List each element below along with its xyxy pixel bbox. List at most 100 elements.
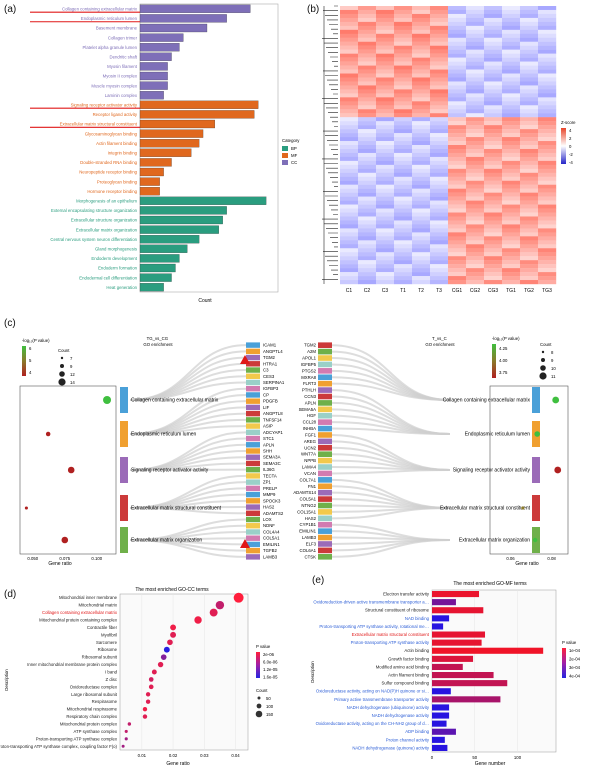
right-dotplot-point bbox=[552, 397, 559, 404]
legend-swatch-cc bbox=[282, 160, 288, 165]
heatmap-cell bbox=[430, 42, 448, 46]
heatmap-cell bbox=[484, 244, 502, 248]
heatmap-cell bbox=[394, 30, 412, 34]
heatmap-cell bbox=[430, 209, 448, 213]
heatmap-cell bbox=[466, 232, 484, 236]
gene-label-left: ZP1 bbox=[263, 480, 271, 485]
heatmap-cell bbox=[394, 232, 412, 236]
heatmap-cell bbox=[340, 81, 358, 85]
heatmap-cell bbox=[448, 58, 466, 62]
heatmap-cell bbox=[430, 161, 448, 165]
panel-e-bar bbox=[432, 632, 485, 638]
heatmap-cell bbox=[538, 18, 556, 22]
heatmap-cell bbox=[538, 74, 556, 78]
heatmap-cell bbox=[430, 177, 448, 181]
heatmap-cell bbox=[340, 209, 358, 213]
gene-swatch-right bbox=[318, 554, 332, 560]
heatmap-cell bbox=[412, 101, 430, 105]
term-bar-right bbox=[532, 495, 540, 521]
heatmap-cell bbox=[358, 70, 376, 74]
heatmap-cell bbox=[538, 125, 556, 129]
heatmap-cell bbox=[466, 260, 484, 264]
heatmap-cell bbox=[502, 169, 520, 173]
heatmap-cell bbox=[520, 42, 538, 46]
heatmap-cell bbox=[430, 101, 448, 105]
heatmap-tick-0: 0 bbox=[569, 144, 572, 149]
heatmap-cell bbox=[484, 201, 502, 205]
heatmap-cell bbox=[466, 205, 484, 209]
panel-d-size-legend-label: 100 bbox=[266, 704, 274, 709]
panel-e-term-label: ADP binding bbox=[405, 729, 429, 734]
gene-swatch-right bbox=[318, 477, 332, 483]
heatmap-cell bbox=[466, 93, 484, 97]
heatmap-cell bbox=[358, 113, 376, 117]
heatmap-cell bbox=[448, 236, 466, 240]
heatmap-cell bbox=[520, 81, 538, 85]
panel-c-right-title: T_vs_C GO enrichment bbox=[425, 336, 455, 347]
heatmap-cell bbox=[538, 121, 556, 125]
heatmap-cell bbox=[538, 117, 556, 121]
heatmap-cell bbox=[412, 216, 430, 220]
heatmap-tick-neg2: -2 bbox=[569, 152, 573, 157]
category-label: Muscle myosin complex bbox=[91, 83, 137, 88]
gene-label-right: ADAMTS14 bbox=[293, 490, 316, 495]
heatmap-cell bbox=[448, 173, 466, 177]
heatmap-cell bbox=[448, 276, 466, 280]
heatmap-cell bbox=[430, 189, 448, 193]
heatmap-cell bbox=[394, 121, 412, 125]
heatmap-cell bbox=[520, 220, 538, 224]
panel-d-color-legend-title: P value bbox=[256, 644, 271, 649]
heatmap-cell bbox=[538, 10, 556, 14]
bar-20 bbox=[140, 187, 160, 195]
heatmap-cell bbox=[448, 42, 466, 46]
term-label-right: Extracellular matrix organization bbox=[459, 538, 530, 544]
gene-label-left: SEMA3A bbox=[263, 455, 281, 460]
heatmap-cell bbox=[412, 42, 430, 46]
heatmap-cell bbox=[484, 173, 502, 177]
heatmap-cell bbox=[376, 22, 394, 26]
heatmap-cell bbox=[394, 276, 412, 280]
heatmap-cell bbox=[358, 93, 376, 97]
gene-swatch-right bbox=[318, 503, 332, 509]
gene-swatch-left bbox=[246, 374, 260, 379]
panel-e-colorbar bbox=[562, 648, 566, 678]
heatmap-cell bbox=[520, 137, 538, 141]
panel-e-color-legend-tick: 3e-04 bbox=[569, 665, 581, 670]
heatmap-tick-2: 2 bbox=[569, 136, 572, 141]
heatmap-cell bbox=[502, 260, 520, 264]
gene-label-right: HAS2 bbox=[305, 516, 317, 521]
heatmap-cell bbox=[394, 201, 412, 205]
bar-27 bbox=[140, 254, 179, 262]
panel-e-bar bbox=[432, 745, 447, 751]
gene-swatch-right bbox=[318, 362, 332, 368]
heatmap-cell bbox=[448, 89, 466, 93]
heatmap-cell bbox=[538, 260, 556, 264]
heatmap-cell bbox=[430, 50, 448, 54]
heatmap-cell bbox=[394, 248, 412, 252]
panel-d-term-label: Respirasome bbox=[92, 699, 118, 704]
gene-swatch-left bbox=[246, 423, 260, 428]
gene-label-left: COL4A4 bbox=[263, 529, 280, 534]
heatmap-cell bbox=[412, 77, 430, 81]
heatmap-cell bbox=[340, 77, 358, 81]
panel-d-term-label: Proton-transporting ATP synthase complex bbox=[36, 736, 118, 741]
panel-d-term-label: ATP synthase complex bbox=[73, 729, 117, 734]
heatmap-tick-4: 4 bbox=[569, 128, 572, 133]
heatmap-column-label: T3 bbox=[436, 288, 442, 294]
heatmap-cell bbox=[448, 149, 466, 153]
panel-d-term-label: Ribosome bbox=[98, 647, 118, 652]
category-label: Morphogenesis of an epithelium bbox=[76, 199, 137, 204]
heatmap-cell bbox=[484, 185, 502, 189]
gene-swatch-right bbox=[318, 374, 332, 380]
heatmap-cell bbox=[484, 133, 502, 137]
heatmap-cell bbox=[412, 209, 430, 213]
heatmap-cell bbox=[358, 50, 376, 54]
heatmap-column-label: CG3 bbox=[488, 288, 499, 294]
heatmap-cell bbox=[376, 240, 394, 244]
left-dotplot-point bbox=[103, 396, 111, 404]
panel-e-term-label: Proton-transporting ATP synthase activit… bbox=[351, 640, 430, 645]
left-size-legend-label: 14 bbox=[70, 380, 75, 385]
heatmap-cell bbox=[520, 89, 538, 93]
gene-label-right: CCN3 bbox=[304, 394, 316, 399]
gene-label-left: LIF bbox=[263, 405, 270, 410]
